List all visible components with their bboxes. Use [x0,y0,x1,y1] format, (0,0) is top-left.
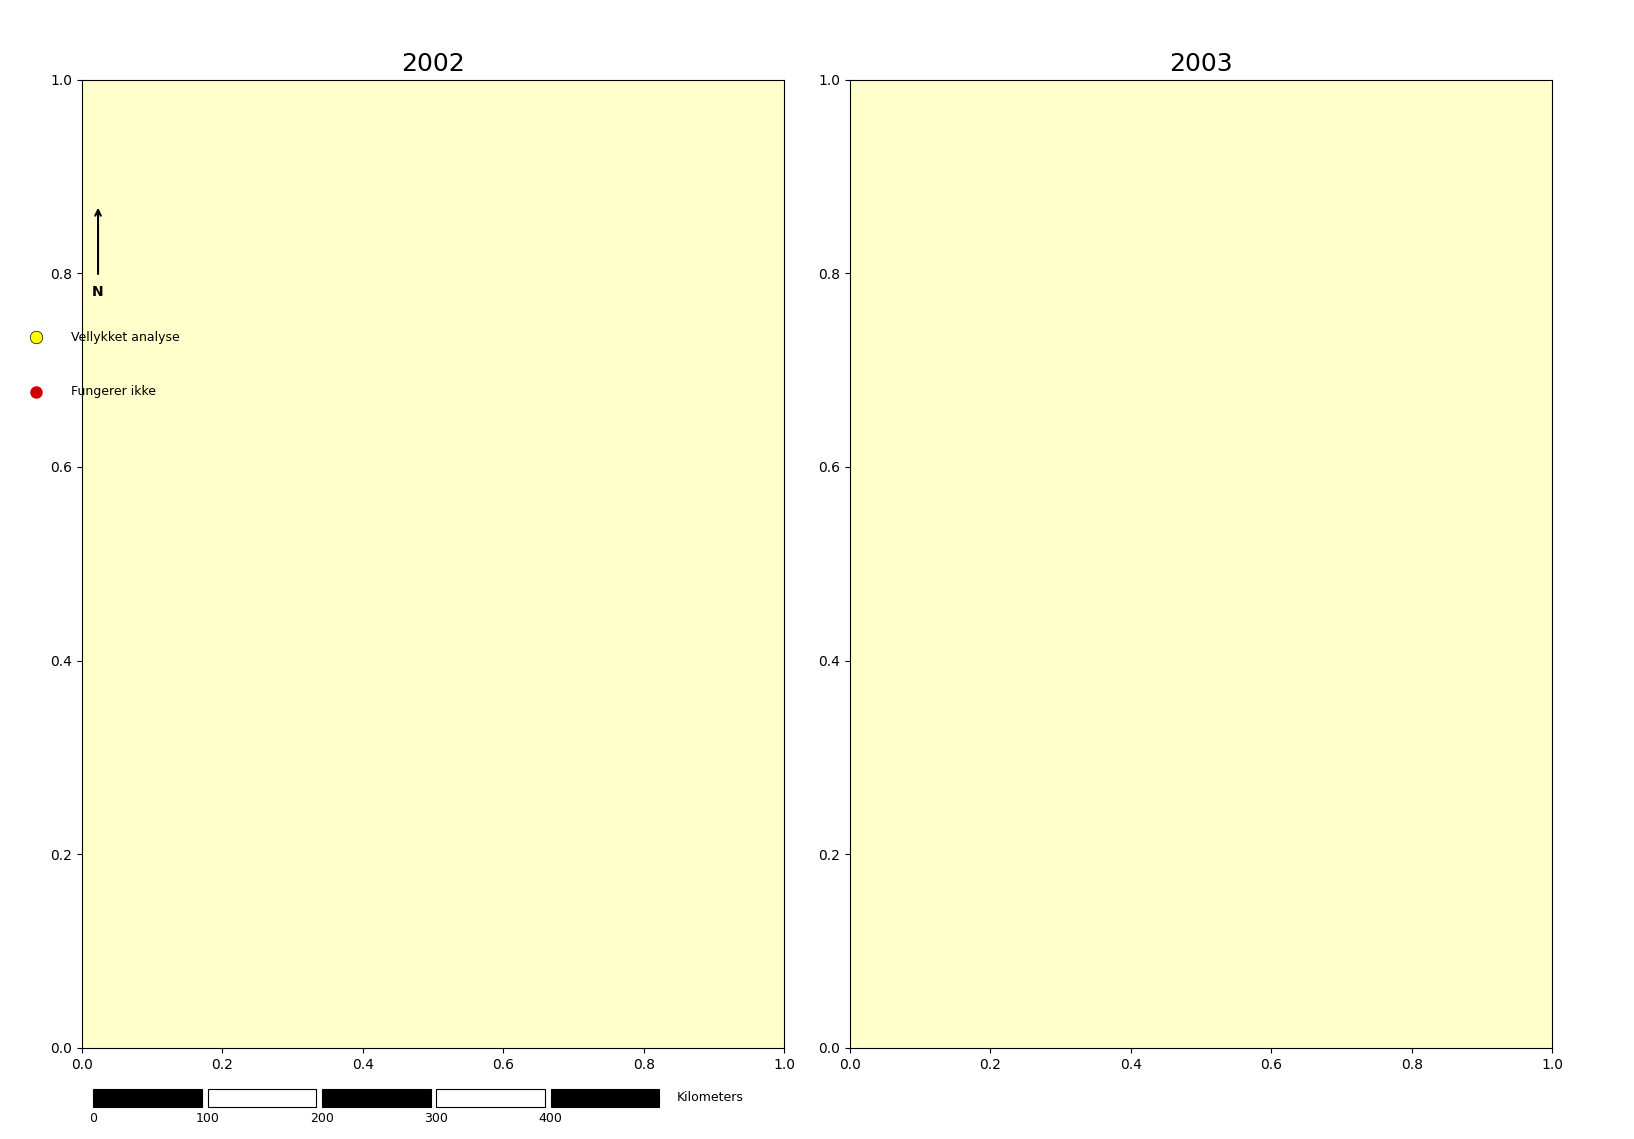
Text: 400: 400 [539,1112,562,1124]
Text: 100: 100 [196,1112,219,1124]
Title: 2002: 2002 [400,52,466,76]
Text: N: N [92,285,105,298]
Text: Fungerer ikke: Fungerer ikke [72,385,157,399]
Text: Kilometers: Kilometers [676,1091,743,1105]
Text: 200: 200 [310,1112,333,1124]
Bar [93,1089,201,1107]
Text: 300: 300 [425,1112,448,1124]
Bar [436,1089,544,1107]
Title: 2003: 2003 [1170,52,1232,76]
Bar [208,1089,315,1107]
Text: Vellykket analyse: Vellykket analyse [72,330,180,344]
Bar [551,1089,659,1107]
Bar [322,1089,430,1107]
Text: 0: 0 [90,1112,96,1124]
